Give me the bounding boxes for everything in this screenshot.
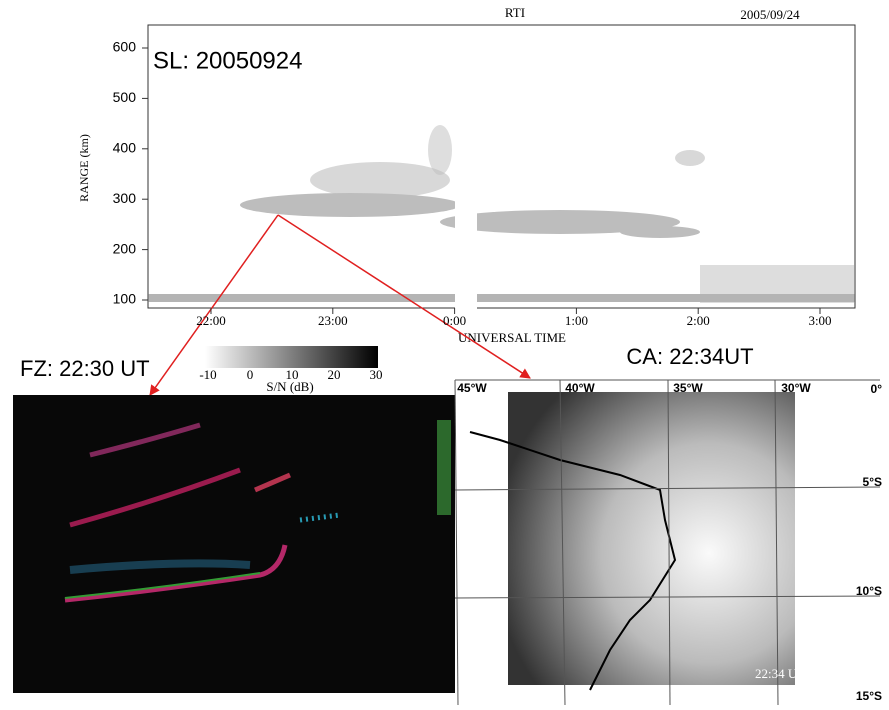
colorbar-tick-label: 30 [370, 367, 383, 382]
y-tick-label: 300 [113, 190, 137, 206]
lat-label: 15°S [856, 689, 882, 703]
y-axis-label: RANGE (km) [77, 134, 91, 202]
ca-image [508, 392, 795, 685]
x-tick-label: 2:00 [687, 313, 710, 328]
lon-label: 30°W [781, 381, 811, 395]
fz-legend [437, 420, 451, 515]
fz-echoes [64, 422, 341, 603]
fz-panel [13, 395, 455, 693]
colorbar-tick-label: 0 [247, 367, 254, 382]
colorbar-tick-label: 10 [286, 367, 299, 382]
x-tick-label: 0:00 [443, 313, 466, 328]
rti-echoes [148, 125, 855, 303]
lat-label: 5°S [863, 475, 882, 489]
arrows [149, 214, 531, 396]
colorbar-label: S/N (dB) [266, 379, 313, 394]
x-tick-label: 1:00 [565, 313, 588, 328]
rti-gap [455, 120, 477, 310]
lon-label: 35°W [673, 381, 703, 395]
rti-title: RTI [505, 5, 525, 20]
y-tick-label: 400 [113, 140, 137, 156]
lon-label: 45°W [457, 381, 487, 395]
rti-label: SL: 20050924 [153, 47, 302, 74]
rti-frame [147, 24, 856, 309]
colorbar [205, 346, 378, 368]
x-tick-label: 22:00 [196, 313, 226, 328]
x-tick-label: 3:00 [808, 313, 831, 328]
fz-label: FZ: 22:30 UT [20, 356, 150, 381]
colorbar-tick-label: -10 [199, 367, 216, 382]
lat-label: 0° [871, 382, 883, 396]
ca-timestamp: 22:34 UT [755, 666, 805, 681]
x-tick-label: 23:00 [318, 313, 348, 328]
y-tick-label: 100 [113, 291, 137, 307]
lon-label: 40°W [565, 381, 595, 395]
ca-label: CA: 22:34UT [626, 344, 753, 369]
y-tick-label: 500 [113, 89, 137, 105]
colorbar-tick-label: 20 [328, 367, 341, 382]
x-axis-label: UNIVERSAL TIME [458, 330, 566, 345]
ca-grid [454, 379, 881, 706]
y-tick-label: 200 [113, 240, 137, 256]
y-tick-label: 600 [113, 39, 137, 55]
lat-label: 10°S [856, 584, 882, 598]
rti-date: 2005/09/24 [740, 7, 800, 22]
coastline [469, 431, 677, 691]
